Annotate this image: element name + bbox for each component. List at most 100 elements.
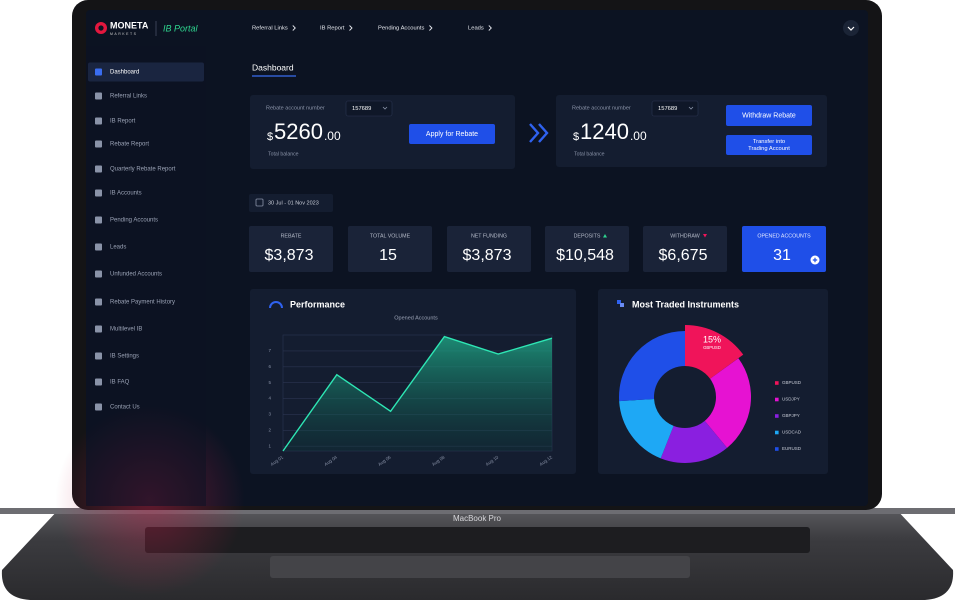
legend-swatch — [775, 414, 779, 418]
action-button[interactable] — [409, 124, 495, 144]
donut-segment — [619, 398, 674, 459]
stat-label: WITHDRAW — [670, 233, 700, 239]
card-label: Rebate account number — [572, 105, 631, 111]
chart-title: Performance — [290, 299, 345, 309]
brand-name: MONETA — [110, 20, 149, 30]
sidebar-icon — [95, 189, 102, 197]
account-select[interactable] — [345, 100, 393, 117]
balance-caption: Total balance — [268, 151, 299, 157]
stat-label: OPENED ACCOUNTS — [757, 233, 811, 239]
profile-dropdown[interactable] — [843, 20, 859, 36]
nav-link[interactable]: Leads — [468, 26, 484, 32]
nav-chevron — [349, 25, 353, 31]
sidebar-item[interactable]: IB FAQ — [110, 380, 130, 386]
sidebar-item[interactable]: Contact Us — [110, 405, 140, 411]
sidebar-item[interactable]: Leads — [110, 245, 126, 251]
line-series — [282, 335, 553, 452]
stat-card — [447, 226, 531, 272]
stat-label: DEPOSITS — [574, 233, 601, 239]
date-picker[interactable] — [249, 194, 333, 212]
trackpad — [270, 556, 690, 578]
legend-label: EURUSD — [782, 446, 802, 451]
sidebar-item[interactable]: IB Report — [110, 119, 136, 125]
y-tick-label: 4 — [268, 396, 271, 401]
add-icon — [812, 257, 818, 263]
deposit-arrow — [603, 234, 607, 238]
instruments-icon — [617, 300, 621, 304]
currency: $ — [573, 131, 579, 143]
currency: $ — [267, 131, 273, 143]
sidebar-item[interactable]: Rebate Payment History — [110, 300, 175, 306]
sidebar-icon — [95, 378, 102, 386]
balance-amount: 5260 — [274, 119, 323, 144]
date-range: 30 Jul - 01 Nov 2023 — [268, 200, 319, 206]
sidebar-item[interactable]: Multilevel IB — [110, 327, 142, 333]
action-button[interactable] — [726, 135, 812, 155]
stat-card — [742, 226, 826, 272]
donut-segment — [619, 331, 685, 402]
account-select[interactable] — [651, 100, 699, 117]
donut-segment — [660, 420, 728, 463]
stat-value: $6,675 — [659, 247, 708, 264]
stat-card — [643, 226, 727, 272]
sidebar-item[interactable]: Rebate Report — [110, 142, 149, 148]
y-tick-label: 3 — [268, 412, 271, 417]
sidebar-icon — [95, 403, 102, 411]
donut-segment — [685, 325, 744, 379]
sidebar-item[interactable]: Quarterly Rebate Report — [110, 167, 176, 173]
nav-link[interactable]: Referral Links — [252, 26, 288, 32]
dropdown-chevron — [847, 26, 855, 31]
sidebar-item[interactable]: Unfunded Accounts — [110, 272, 162, 278]
y-tick-label: 1 — [268, 443, 271, 448]
sidebar-item[interactable]: IB Settings — [110, 354, 139, 360]
legend-label: GBPUSD — [782, 380, 802, 385]
stat-label: TOTAL VOLUME — [370, 233, 411, 239]
donut-segment — [704, 358, 751, 448]
card-label: Rebate account number — [266, 105, 325, 111]
legend-swatch — [775, 397, 779, 402]
sidebar — [86, 46, 206, 506]
stat-value: $3,873 — [463, 247, 512, 264]
brand-sub: MARKETS — [110, 32, 137, 36]
select-chevron — [688, 106, 694, 110]
sidebar-active — [88, 62, 204, 82]
nav-link[interactable]: Pending Accounts — [378, 26, 425, 32]
sidebar-item[interactable]: Pending Accounts — [110, 218, 158, 224]
sidebar-item[interactable]: IB Accounts — [110, 191, 142, 197]
chart-subtitle: Opened Accounts — [394, 315, 438, 321]
sidebar-icon — [95, 68, 102, 76]
nav-link[interactable]: IB Report — [320, 26, 345, 32]
legend-label: USDCAD — [782, 430, 802, 435]
legend-swatch — [775, 381, 779, 385]
y-tick-label: 7 — [268, 348, 271, 353]
sidebar-icon — [95, 216, 102, 224]
y-tick-label: 5 — [268, 380, 271, 385]
nav-chevron — [292, 25, 296, 31]
legend-swatch — [775, 430, 779, 435]
action-button-label: Transfer into — [753, 139, 785, 145]
nav-chevron — [488, 25, 492, 31]
sidebar-icon — [95, 298, 102, 306]
sidebar-item[interactable]: Dashboard — [110, 70, 139, 76]
stat-value: $10,548 — [556, 247, 614, 264]
instruments-icon — [620, 303, 624, 307]
withdraw-arrow — [703, 234, 707, 238]
hinge — [0, 508, 955, 514]
segment-label: 15% — [703, 334, 721, 344]
page-title: Dashboard — [252, 62, 294, 72]
balance-decimals: .00 — [630, 129, 647, 143]
stat-label: NET FUNDING — [471, 233, 507, 239]
sidebar-icon — [95, 243, 102, 251]
account-number: 157689 — [352, 106, 371, 112]
select-chevron — [382, 106, 388, 110]
balance-caption: Total balance — [574, 151, 605, 157]
action-button[interactable] — [726, 105, 812, 126]
keyboard — [145, 527, 810, 553]
sidebar-item[interactable]: Referral Links — [110, 94, 147, 100]
sidebar-icon — [95, 270, 102, 278]
segment-category: GBPUSD — [703, 345, 721, 350]
stat-card — [348, 226, 432, 272]
sidebar-icon — [95, 325, 102, 333]
sidebar-icon — [95, 165, 102, 173]
